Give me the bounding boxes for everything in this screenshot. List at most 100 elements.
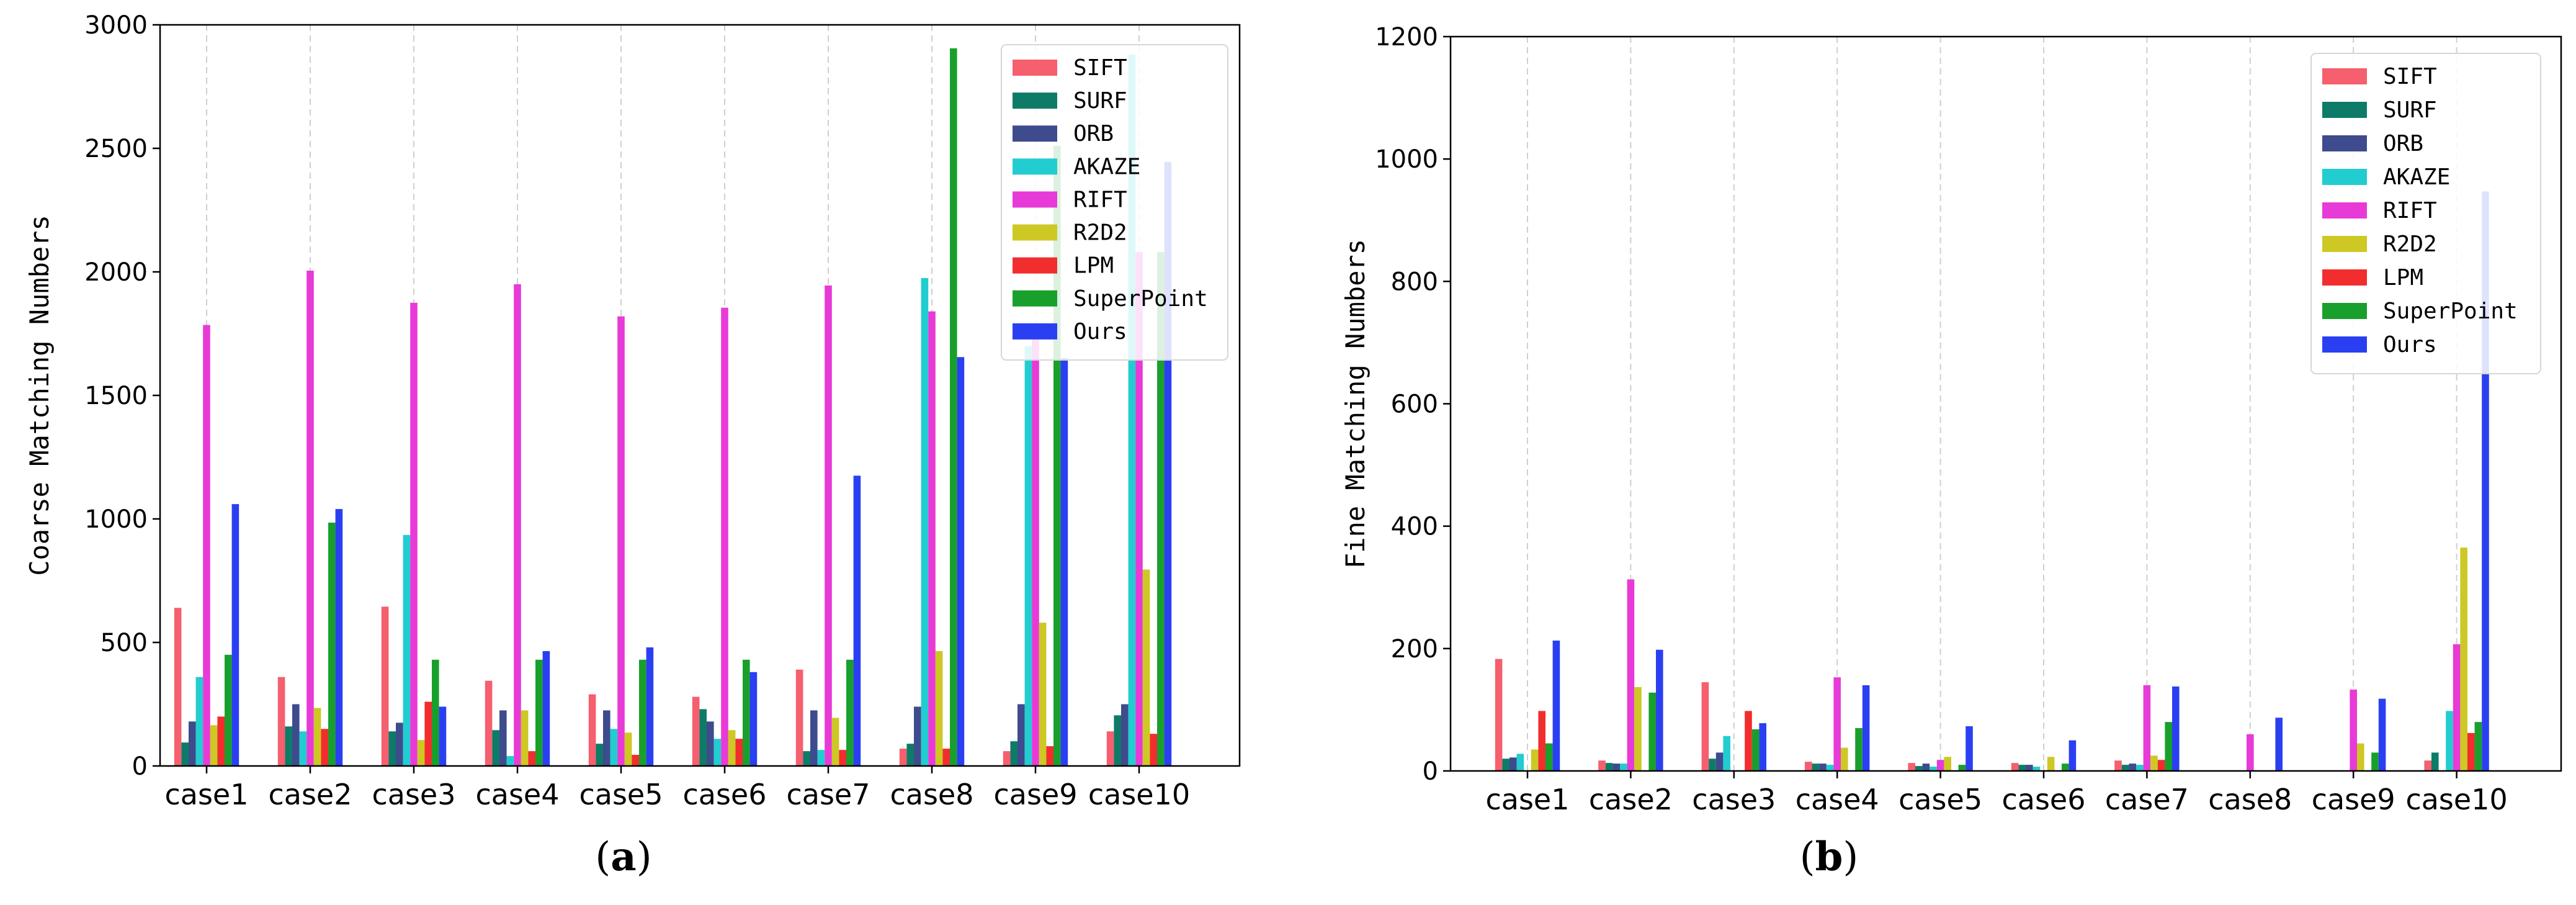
bar-r2d2-case10 <box>1142 569 1150 766</box>
bar-akaze-case7 <box>817 750 825 766</box>
bar-orb-case3 <box>396 723 403 766</box>
bar-surf-case10 <box>2431 752 2439 771</box>
y-tick-label: 1500 <box>84 382 148 410</box>
legend-label-superpoint: SuperPoint <box>1073 286 1208 312</box>
x-tick-label: case2 <box>268 778 352 811</box>
bar-surf-case10 <box>1114 715 1121 766</box>
bar-rift-case8 <box>2247 734 2254 771</box>
bar-surf-case7 <box>2121 765 2129 771</box>
bar-lpm-case8 <box>942 749 950 766</box>
bar-orb-case6 <box>707 721 714 766</box>
bar-surf-case4 <box>492 730 499 766</box>
legend-label-r2d2: R2D2 <box>1073 220 1127 246</box>
bar-superpoint-case2 <box>1648 692 1656 771</box>
y-tick-label: 1200 <box>1375 23 1438 52</box>
bar-lpm-case10 <box>1150 734 1157 766</box>
bar-surf-case7 <box>803 751 810 766</box>
legend-label-ours: Ours <box>1073 319 1127 344</box>
bar-akaze-case3 <box>1723 736 1730 771</box>
legend-label-lpm: LPM <box>2383 265 2423 290</box>
legend-label-orb: ORB <box>2383 131 2423 156</box>
legend-swatch-ours <box>2322 336 2367 353</box>
y-tick-label: 3000 <box>84 11 148 40</box>
legend-swatch-surf <box>2322 102 2367 118</box>
bar-lpm-case10 <box>2467 732 2475 771</box>
bar-ours-case5 <box>1966 726 1973 771</box>
bar-rift-case8 <box>928 311 936 766</box>
x-tick-label: case4 <box>1796 783 1879 816</box>
legend-swatch-rift <box>1013 191 1057 208</box>
bar-ours-case2 <box>1656 649 1663 771</box>
bar-akaze-case10 <box>1128 54 1136 766</box>
legend-swatch-sift <box>1013 60 1057 76</box>
bar-surf-case9 <box>1010 741 1017 766</box>
bar-rift-case7 <box>2143 685 2151 771</box>
bar-ours-case1 <box>231 504 239 766</box>
bar-akaze-case6 <box>2033 767 2041 771</box>
bar-sift-case5 <box>1908 763 1915 771</box>
legend-swatch-orb <box>1013 125 1057 142</box>
bar-surf-case3 <box>1709 759 1716 771</box>
bar-superpoint-case5 <box>1958 765 1966 771</box>
x-tick-label: case1 <box>164 778 248 811</box>
bar-superpoint-case9 <box>1053 146 1061 766</box>
legend-swatch-lpm <box>2322 269 2367 286</box>
legend-swatch-r2d2 <box>1013 224 1057 241</box>
legend-label-rift: RIFT <box>2383 198 2437 223</box>
bar-r2d2-case9 <box>2357 743 2364 771</box>
bar-akaze-case6 <box>713 739 722 766</box>
y-tick-label: 200 <box>1391 635 1438 664</box>
bar-superpoint-case4 <box>1855 727 1863 771</box>
bar-sift-case2 <box>1598 760 1606 771</box>
bar-rift-case2 <box>1627 579 1635 771</box>
bar-ours-case6 <box>2068 740 2077 771</box>
x-tick-label: case5 <box>1898 783 1982 816</box>
bar-akaze-case10 <box>2446 711 2453 771</box>
bar-surf-case2 <box>285 726 292 766</box>
bar-r2d2-case3 <box>417 740 425 766</box>
bar-superpoint-case6 <box>743 659 750 766</box>
y-tick-label: 0 <box>1423 757 1438 786</box>
bar-orb-case8 <box>914 706 921 766</box>
legend-box <box>1001 44 1228 361</box>
bar-sift-case1 <box>174 608 182 766</box>
legend-label-akaze: AKAZE <box>1073 154 1140 179</box>
bar-orb-case5 <box>603 710 610 766</box>
bar-akaze-case8 <box>921 277 929 766</box>
x-tick-label: case5 <box>579 778 663 811</box>
y-tick-label: 800 <box>1391 268 1438 296</box>
panel-labels: (a) (b) <box>595 834 1858 880</box>
bar-akaze-case2 <box>1620 763 1627 771</box>
bar-orb-case4 <box>1819 763 1827 771</box>
bar-ours-case5 <box>646 647 654 766</box>
y-axis-label: Fine Matching Numbers <box>1340 239 1371 569</box>
bar-surf-case1 <box>181 742 189 766</box>
bar-orb-case4 <box>499 710 507 766</box>
bar-surf-case4 <box>1812 763 1820 771</box>
bar-superpoint-case10 <box>2474 722 2482 771</box>
bar-ours-case7 <box>853 475 861 766</box>
legend-label-r2d2: R2D2 <box>2383 232 2437 257</box>
legend-box <box>2310 53 2541 374</box>
bar-ours-case7 <box>2172 686 2180 771</box>
bar-sift-case5 <box>588 694 596 766</box>
bar-r2d2-case4 <box>1841 747 1848 771</box>
bar-r2d2-case7 <box>2150 755 2158 771</box>
bar-akaze-case1 <box>1516 754 1524 771</box>
bar-lpm-case4 <box>528 751 535 766</box>
bar-akaze-case3 <box>403 534 411 766</box>
legend-swatch-akaze <box>2322 169 2367 185</box>
bar-rift-case4 <box>1833 677 1841 771</box>
bar-akaze-case9 <box>1024 346 1032 766</box>
panel-b-chart: 0 200 400 600 800 1000 1200 case1 case2 case3 case… <box>1340 23 2562 816</box>
bar-r2d2-case2 <box>1634 687 1642 771</box>
bar-superpoint-case1 <box>225 654 232 766</box>
bar-akaze-case5 <box>610 729 618 766</box>
bar-superpoint-case3 <box>1751 729 1760 771</box>
bar-lpm-case2 <box>321 729 328 766</box>
bar-surf-case6 <box>699 709 707 766</box>
bar-lpm-case9 <box>1046 746 1053 766</box>
x-tick-label: case8 <box>890 778 973 811</box>
bar-superpoint-case7 <box>846 659 854 766</box>
bar-superpoint-case1 <box>1545 743 1553 771</box>
